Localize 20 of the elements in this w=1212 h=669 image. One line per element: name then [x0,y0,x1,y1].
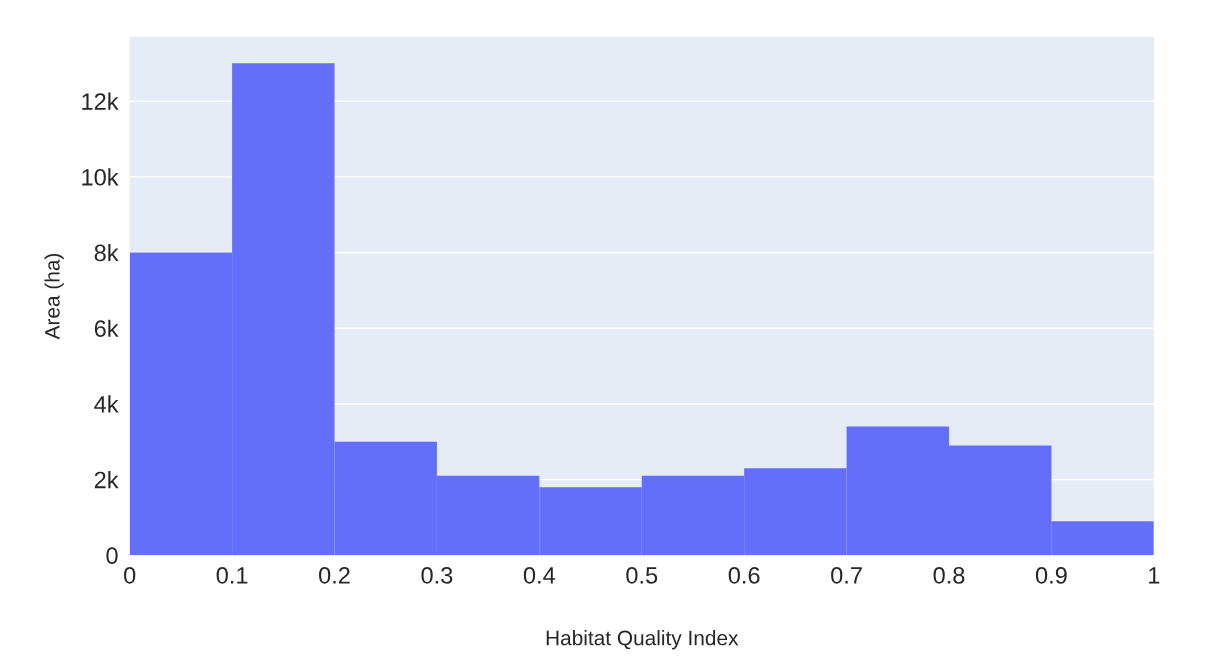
x-tick-label: 0.8 [933,567,965,584]
x-tick-label: 0.6 [728,567,760,584]
y-axis-title: Area (ha) [44,253,64,340]
x-tick-label: 0.9 [1035,567,1067,584]
y-tick-label: 10k [82,168,119,186]
y-tick-label: 8k [94,243,119,262]
x-tick-label: 0.4 [523,567,556,584]
x-tick-label: 0.7 [831,567,862,584]
y-tick-label: 4k [94,395,119,413]
x-tick-label: 0 [124,567,136,584]
x-tick-label: 0.2 [319,567,350,584]
y-tick-label: 0 [106,547,118,565]
y-tick-label: 12k [82,92,119,110]
x-tick-label: 1 [1149,567,1160,584]
y-tick-label: 2k [94,471,119,489]
x-tick-label: 0.3 [421,567,453,584]
x-tick-label: 0.5 [626,567,658,584]
y-tick-label: 6k [94,319,119,337]
x-axis-title: Habitat Quality Index [546,630,739,650]
x-tick-label: 0.1 [216,567,248,584]
